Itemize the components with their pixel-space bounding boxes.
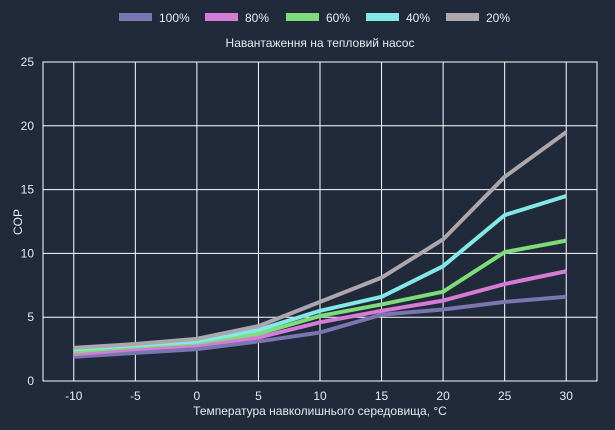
legend-label: 20% — [486, 11, 510, 25]
x-tick-label: 10 — [313, 389, 327, 403]
legend-swatch — [446, 13, 479, 21]
x-axis-label: Температура навколишнього середовища, °C — [193, 404, 447, 418]
legend-label: 60% — [326, 11, 350, 25]
chart-title: Навантаження на тепловий насос — [226, 36, 415, 50]
y-tick-label: 15 — [21, 183, 35, 197]
series-line-80pct — [73, 269, 567, 357]
x-tick-label: -10 — [65, 389, 83, 403]
x-tick-label: 0 — [194, 389, 201, 403]
chart-series — [73, 130, 568, 359]
chart-grid — [42, 61, 598, 382]
x-tick-label: 25 — [498, 389, 512, 403]
y-tick-label: 5 — [27, 310, 34, 324]
series-line-20pct — [73, 130, 568, 350]
x-tick-label: 30 — [560, 389, 574, 403]
chart-ticks: -10 -5 0 5 10 15 20 25 30 0 5 10 15 20 25 — [21, 55, 574, 403]
legend-swatch — [205, 13, 238, 21]
series-line-100pct — [73, 294, 567, 359]
legend-label: 80% — [245, 11, 269, 25]
y-axis-label: COP — [11, 209, 25, 235]
legend-swatch — [286, 13, 319, 21]
y-tick-label: 20 — [21, 119, 35, 133]
x-tick-label: 5 — [255, 389, 262, 403]
x-tick-label: 15 — [375, 389, 389, 403]
legend-swatch — [366, 13, 399, 21]
y-tick-label: 10 — [21, 246, 35, 260]
y-tick-label: 0 — [27, 374, 34, 388]
y-tick-label: 25 — [21, 55, 35, 69]
chart-legend: 100% 80% 60% 40% 20% — [119, 11, 510, 25]
x-tick-label: -5 — [130, 389, 141, 403]
x-tick-label: 20 — [436, 389, 450, 403]
plot-frame — [42, 61, 598, 382]
legend-label: 40% — [406, 11, 430, 25]
legend-swatch — [119, 13, 152, 21]
legend-label: 100% — [159, 11, 190, 25]
